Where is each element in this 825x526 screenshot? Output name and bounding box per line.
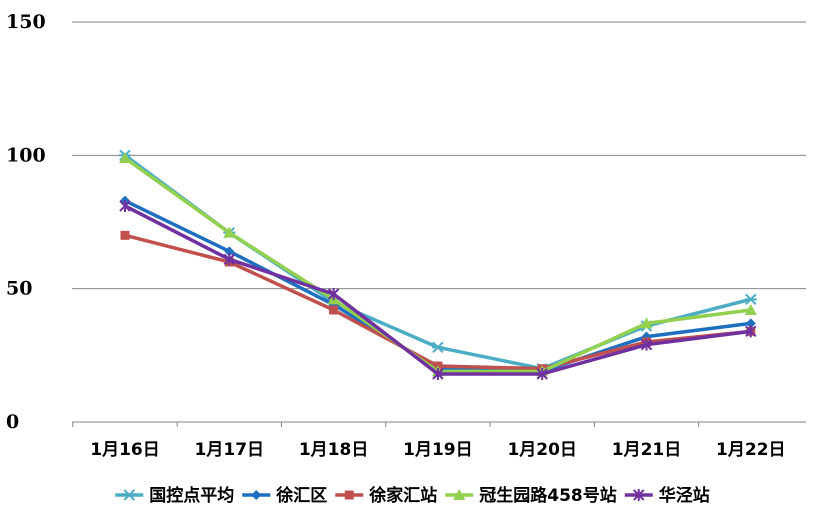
- legend-label: 徐汇区: [275, 485, 327, 506]
- legend-label: 冠生园路458号站: [479, 485, 617, 506]
- legend-swatch-marker: [251, 490, 262, 500]
- data-point: [223, 253, 236, 266]
- x-axis-ticks: 1月16日 1月17日 1月18日 1月19日 1月20日 1月21日 1月22日: [72, 422, 786, 460]
- legend-item-3: 徐家汇站: [335, 485, 437, 506]
- legend-item-5: 华泾站: [624, 485, 710, 506]
- series-lines: [119, 149, 757, 380]
- legend-swatch-marker: [123, 489, 136, 501]
- x-tick-label: 1月20日: [507, 440, 577, 460]
- x-tick-label: 1月18日: [299, 440, 369, 460]
- data-point: [120, 230, 130, 240]
- grid-lines: [72, 21, 806, 423]
- data-point: [329, 305, 339, 315]
- x-tick-label: 1月19日: [403, 440, 473, 460]
- data-point: [640, 338, 653, 351]
- data-point: [536, 368, 548, 380]
- legend-swatch-marker: [633, 489, 645, 501]
- legend-item-4: 冠生园路458号站: [445, 485, 617, 506]
- data-point: [119, 200, 131, 212]
- legend-swatch-marker: [344, 490, 354, 500]
- data-point: [745, 318, 756, 329]
- y-tick-label: 150: [6, 11, 46, 33]
- x-tick-label: 1月17日: [195, 440, 265, 460]
- data-point: [223, 226, 236, 238]
- legend: 国控点平均 徐汇区 徐家汇站 冠生园路458号站 华泾站: [115, 485, 710, 506]
- legend-swatch-marker: [453, 489, 466, 500]
- legend-label: 徐家汇站: [368, 485, 437, 506]
- legend-item-2: 徐汇区: [242, 485, 327, 506]
- y-tick-label: 50: [6, 278, 32, 300]
- data-point: [640, 317, 653, 329]
- data-point: [119, 152, 131, 163]
- x-tick-label: 1月16日: [90, 440, 160, 460]
- data-point: [744, 304, 757, 315]
- data-point: [224, 246, 235, 257]
- legend-item-1: 国控点平均: [115, 485, 234, 506]
- data-point: [432, 368, 444, 380]
- data-point: [745, 325, 757, 338]
- y-axis-ticks: 0 50 100 150: [6, 11, 46, 433]
- y-tick-label: 0: [6, 411, 19, 433]
- y-tick-label: 100: [6, 144, 46, 166]
- x-tick-label: 1月22日: [716, 440, 786, 460]
- data-point: [744, 293, 757, 306]
- series-5: [119, 200, 757, 380]
- x-tick-label: 1月21日: [612, 440, 682, 460]
- legend-label: 国控点平均: [149, 485, 234, 506]
- legend-label: 华泾站: [659, 485, 710, 506]
- data-point: [431, 341, 444, 354]
- data-point: [327, 288, 340, 300]
